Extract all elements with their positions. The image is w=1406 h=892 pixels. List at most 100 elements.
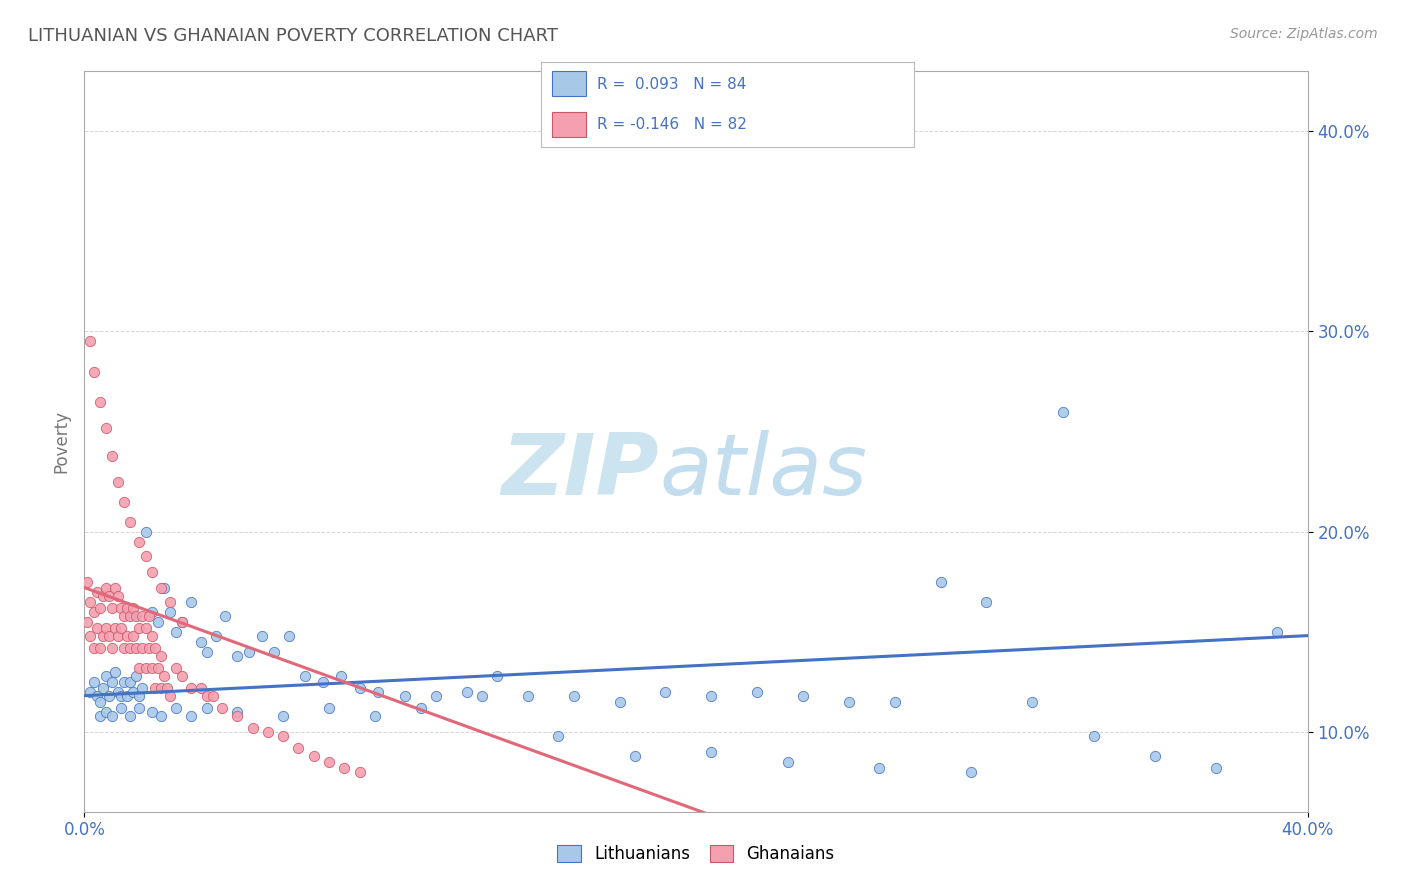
- Point: [125, 608, 148, 623]
- Point: [271, 729, 294, 743]
- Point: [122, 629, 145, 643]
- Point: [1265, 624, 1288, 639]
- Point: [700, 745, 723, 759]
- Point: [1083, 729, 1105, 743]
- Point: [97, 589, 120, 603]
- Point: [120, 674, 142, 689]
- Text: Source: ZipAtlas.com: Source: ZipAtlas.com: [1230, 27, 1378, 41]
- Point: [409, 700, 432, 714]
- Point: [226, 648, 249, 663]
- Point: [471, 689, 494, 703]
- Point: [149, 581, 172, 595]
- Point: [112, 608, 135, 623]
- Point: [122, 684, 145, 698]
- Point: [159, 594, 181, 608]
- Point: [135, 524, 157, 539]
- Point: [94, 668, 117, 682]
- Point: [89, 708, 111, 723]
- Point: [205, 629, 228, 643]
- Point: [135, 660, 157, 674]
- Point: [960, 764, 983, 779]
- Point: [107, 684, 129, 698]
- Point: [271, 708, 294, 723]
- Text: R =  0.093   N = 84: R = 0.093 N = 84: [598, 77, 747, 92]
- Point: [107, 629, 129, 643]
- Point: [86, 621, 108, 635]
- Point: [776, 755, 799, 769]
- Point: [302, 748, 325, 763]
- Point: [349, 681, 371, 695]
- Point: [330, 668, 353, 682]
- Point: [120, 515, 142, 529]
- Point: [143, 681, 166, 695]
- Point: [333, 761, 356, 775]
- Bar: [553, 71, 586, 96]
- Point: [1021, 695, 1043, 709]
- Point: [156, 681, 179, 695]
- Point: [516, 689, 538, 703]
- Point: [747, 684, 769, 698]
- Point: [138, 608, 160, 623]
- Point: [141, 705, 163, 719]
- Point: [91, 681, 114, 695]
- Point: [165, 660, 187, 674]
- Point: [226, 705, 249, 719]
- Point: [125, 668, 148, 682]
- Text: atlas: atlas: [659, 430, 868, 513]
- Point: [94, 581, 117, 595]
- Point: [76, 615, 98, 629]
- Point: [104, 621, 127, 635]
- Point: [263, 645, 285, 659]
- Point: [1052, 404, 1074, 418]
- Point: [238, 645, 260, 659]
- Point: [128, 700, 150, 714]
- Point: [180, 594, 202, 608]
- Point: [195, 645, 218, 659]
- Point: [318, 700, 340, 714]
- Point: [180, 681, 202, 695]
- Point: [211, 700, 233, 714]
- Point: [394, 689, 416, 703]
- Point: [654, 684, 676, 698]
- Point: [79, 629, 101, 643]
- Point: [149, 681, 172, 695]
- Point: [165, 624, 187, 639]
- Text: ZIP: ZIP: [502, 430, 659, 513]
- Point: [250, 629, 273, 643]
- Point: [1143, 748, 1166, 763]
- Point: [91, 629, 114, 643]
- Point: [79, 594, 101, 608]
- Text: R = -0.146   N = 82: R = -0.146 N = 82: [598, 117, 747, 132]
- Point: [146, 615, 169, 629]
- Point: [110, 600, 132, 615]
- Point: [149, 648, 172, 663]
- Point: [349, 764, 371, 779]
- Point: [287, 740, 309, 755]
- Bar: [553, 112, 586, 137]
- Point: [128, 534, 150, 549]
- Point: [883, 695, 905, 709]
- Point: [135, 621, 157, 635]
- Point: [226, 708, 249, 723]
- Point: [94, 621, 117, 635]
- Point: [89, 640, 111, 655]
- Point: [120, 608, 142, 623]
- Point: [89, 600, 111, 615]
- Point: [83, 364, 105, 378]
- Point: [792, 689, 814, 703]
- Point: [294, 668, 316, 682]
- Point: [107, 589, 129, 603]
- Point: [367, 684, 389, 698]
- Point: [278, 629, 301, 643]
- Point: [107, 475, 129, 489]
- Point: [115, 689, 138, 703]
- Point: [115, 600, 138, 615]
- Point: [153, 668, 176, 682]
- Point: [83, 674, 105, 689]
- Point: [869, 761, 891, 775]
- Point: [159, 689, 181, 703]
- Point: [97, 629, 120, 643]
- Point: [120, 640, 142, 655]
- Point: [83, 640, 105, 655]
- Point: [76, 574, 98, 589]
